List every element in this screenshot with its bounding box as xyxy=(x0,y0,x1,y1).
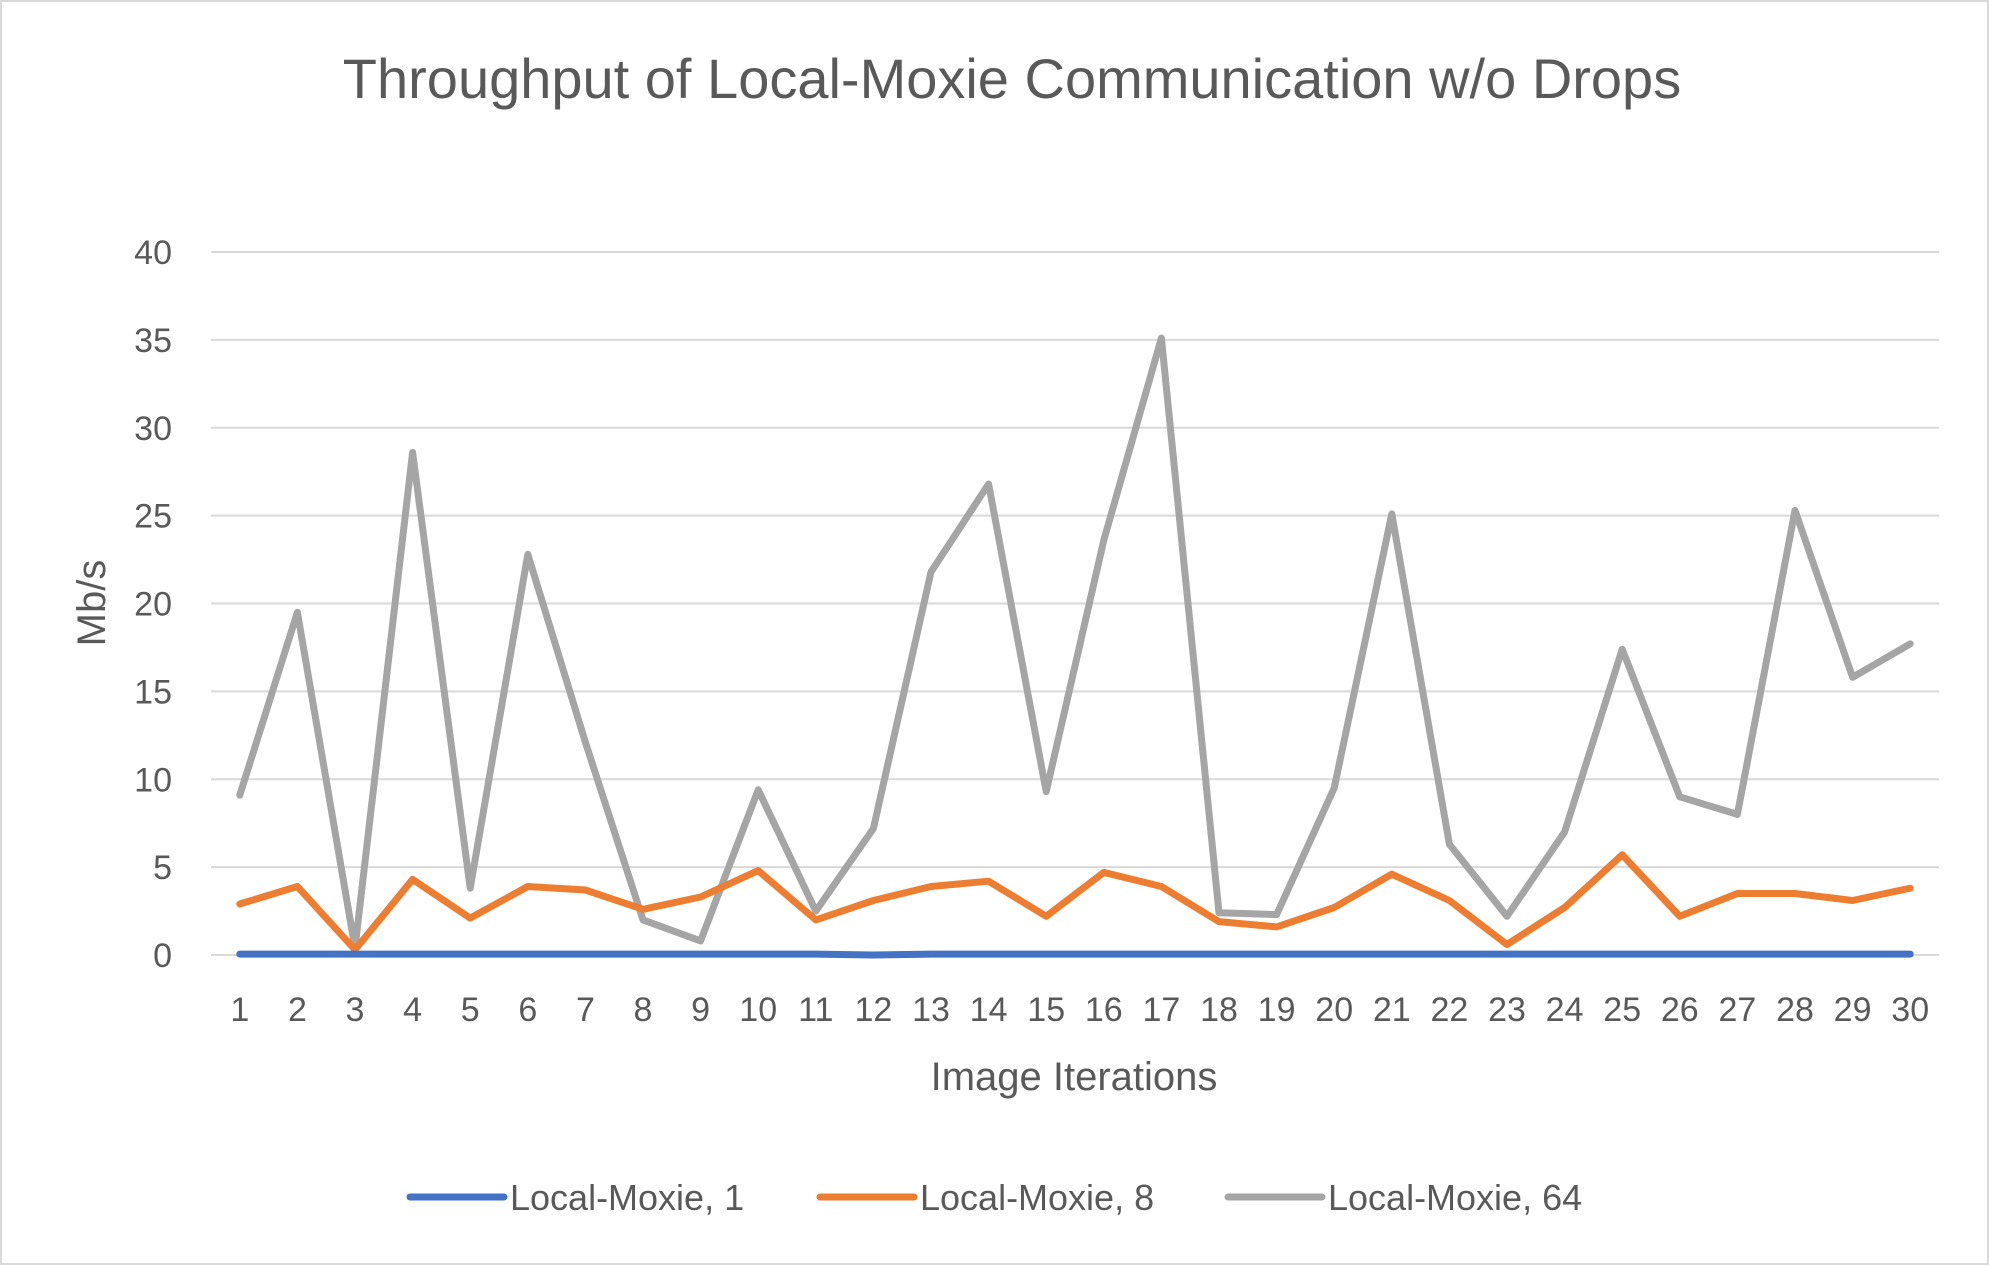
series-line-2 xyxy=(236,851,1914,954)
series-lines xyxy=(236,334,1914,959)
x-tick-label: 25 xyxy=(1603,991,1641,1029)
x-tick-label: 11 xyxy=(798,991,833,1029)
y-tick-label: 20 xyxy=(134,586,172,624)
x-tick-label: 1 xyxy=(230,991,249,1029)
y-tick-label: 35 xyxy=(134,322,172,360)
legend-label: Local-Moxie, 1 xyxy=(510,1177,744,1218)
x-tick-label: 12 xyxy=(854,991,892,1029)
x-tick-label: 3 xyxy=(346,991,365,1029)
y-axis-title: Mb/s xyxy=(70,560,114,647)
x-tick-label: 6 xyxy=(518,991,537,1029)
y-tick-label: 0 xyxy=(153,937,172,975)
y-tick-label: 40 xyxy=(134,234,172,272)
x-tick-label: 5 xyxy=(461,991,480,1029)
x-axis-title: Image Iterations xyxy=(931,1055,1218,1099)
x-tick-label: 19 xyxy=(1258,991,1296,1029)
x-tick-label: 18 xyxy=(1200,991,1238,1029)
y-tick-label: 30 xyxy=(134,410,172,448)
x-tick-label: 26 xyxy=(1661,991,1699,1029)
x-tick-label: 15 xyxy=(1027,991,1065,1029)
x-tick-label: 23 xyxy=(1488,991,1526,1029)
y-tick-label: 25 xyxy=(134,498,172,536)
x-tick-label: 27 xyxy=(1718,991,1756,1029)
x-tick-label: 29 xyxy=(1834,991,1872,1029)
gridlines xyxy=(211,251,1939,956)
x-tick-label: 9 xyxy=(691,991,710,1029)
legend: Local-Moxie, 1 Local-Moxie, 8 Local-Moxie,… xyxy=(406,1177,1582,1218)
y-tick-label: 5 xyxy=(153,849,172,887)
x-tick-label: 20 xyxy=(1315,991,1353,1029)
x-tick-label: 4 xyxy=(403,991,422,1029)
legend-label: Local-Moxie, 8 xyxy=(920,1177,1154,1218)
x-tick-label: 13 xyxy=(912,991,950,1029)
x-tick-label: 10 xyxy=(739,991,777,1029)
x-tick-label: 16 xyxy=(1085,991,1123,1029)
x-tick-label: 22 xyxy=(1430,991,1468,1029)
x-tick-label: 28 xyxy=(1776,991,1814,1029)
x-tick-label: 24 xyxy=(1546,991,1584,1029)
series-line-3 xyxy=(236,334,1914,952)
chart-title: Throughput of Local-Moxie Communication … xyxy=(343,47,1681,110)
x-tick-label: 8 xyxy=(634,991,653,1029)
x-tick-label: 21 xyxy=(1373,991,1411,1029)
x-tick-label: 17 xyxy=(1142,991,1180,1029)
y-tick-labels: 0 5 10 15 20 25 30 35 40 xyxy=(134,234,172,975)
x-tick-label: 14 xyxy=(970,991,1008,1029)
x-tick-label: 30 xyxy=(1891,991,1929,1029)
x-tick-labels: 1 2 3 4 5 6 7 8 9 10 11 12 13 14 15 16 17 18 19 20 21 22 23 24 2… xyxy=(230,991,1929,1029)
y-tick-label: 10 xyxy=(134,761,172,799)
x-tick-label: 7 xyxy=(576,991,595,1029)
y-tick-label: 15 xyxy=(134,673,172,711)
series-line-1 xyxy=(236,950,1914,959)
x-tick-label: 2 xyxy=(288,991,307,1029)
legend-label: Local-Moxie, 64 xyxy=(1328,1177,1582,1218)
